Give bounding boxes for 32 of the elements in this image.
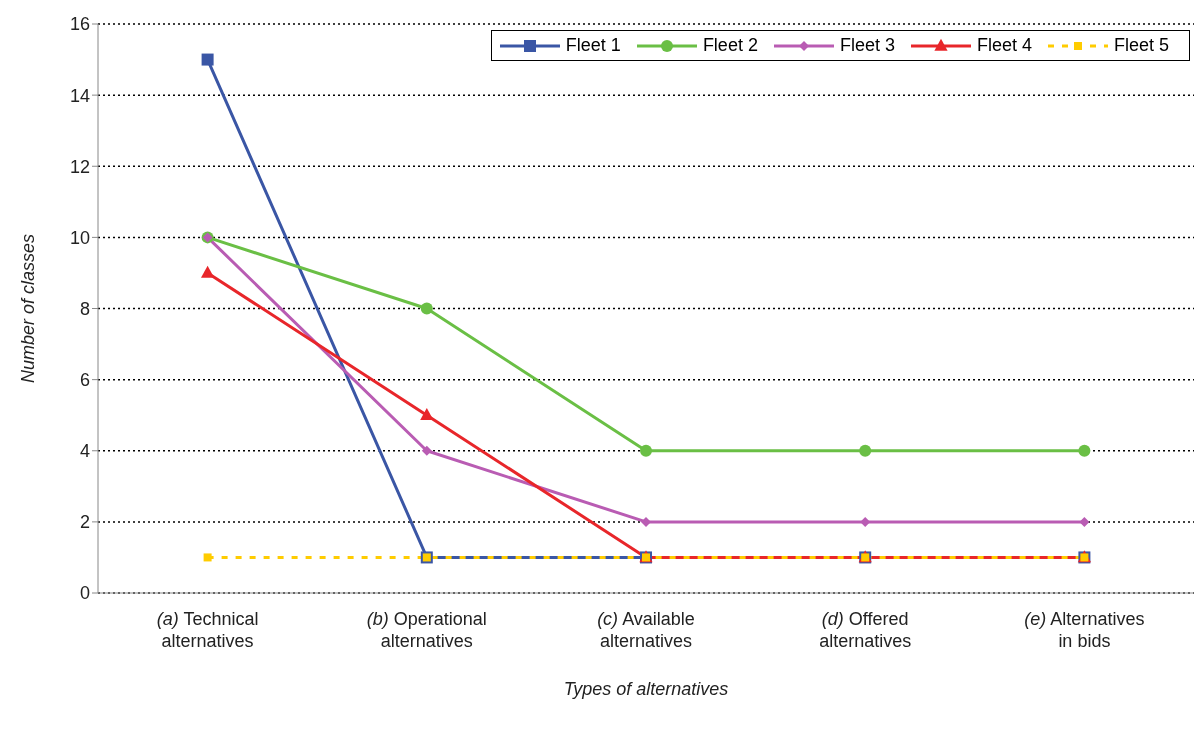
legend-label: Fleet 2 (702, 35, 758, 56)
point (420, 407, 434, 420)
legend-label: Fleet 5 (1113, 35, 1169, 56)
legend-label: Fleet 1 (565, 35, 621, 56)
point (1078, 444, 1091, 457)
point (421, 445, 432, 456)
legend-label: Fleet 3 (839, 35, 895, 56)
y-tick-label: 14 (69, 85, 90, 106)
point (859, 444, 872, 457)
x-tick-label: (c) Available alternatives (597, 609, 695, 651)
point (1079, 516, 1090, 527)
point (640, 444, 652, 457)
point (201, 265, 215, 278)
x-tick-label: (b) Operational alternatives (366, 609, 487, 651)
y-tick-label: 6 (79, 370, 90, 391)
y-tick-label: 0 (79, 583, 90, 604)
y-tick-label: 8 (79, 298, 90, 319)
y-tick-label: 12 (69, 156, 90, 177)
x-tick-label: (a) Technical alternatives (156, 609, 259, 651)
y-tick-label: 10 (69, 227, 90, 248)
x-tick-label: (e) Alternatives in bids (1024, 609, 1145, 651)
legend-label: Fleet 4 (976, 35, 1032, 56)
point (201, 53, 214, 66)
y-tick-label: 2 (79, 512, 90, 533)
y-tick-label: 16 (69, 14, 90, 35)
x-tick-label: (d) Offered alternatives (819, 609, 912, 651)
y-axis-title: Number of classes (18, 233, 39, 384)
point (203, 553, 212, 562)
point (420, 302, 433, 315)
y-tick-label: 4 (79, 441, 90, 462)
point (641, 516, 651, 527)
x-axis-title: Types of alternatives (563, 679, 729, 699)
